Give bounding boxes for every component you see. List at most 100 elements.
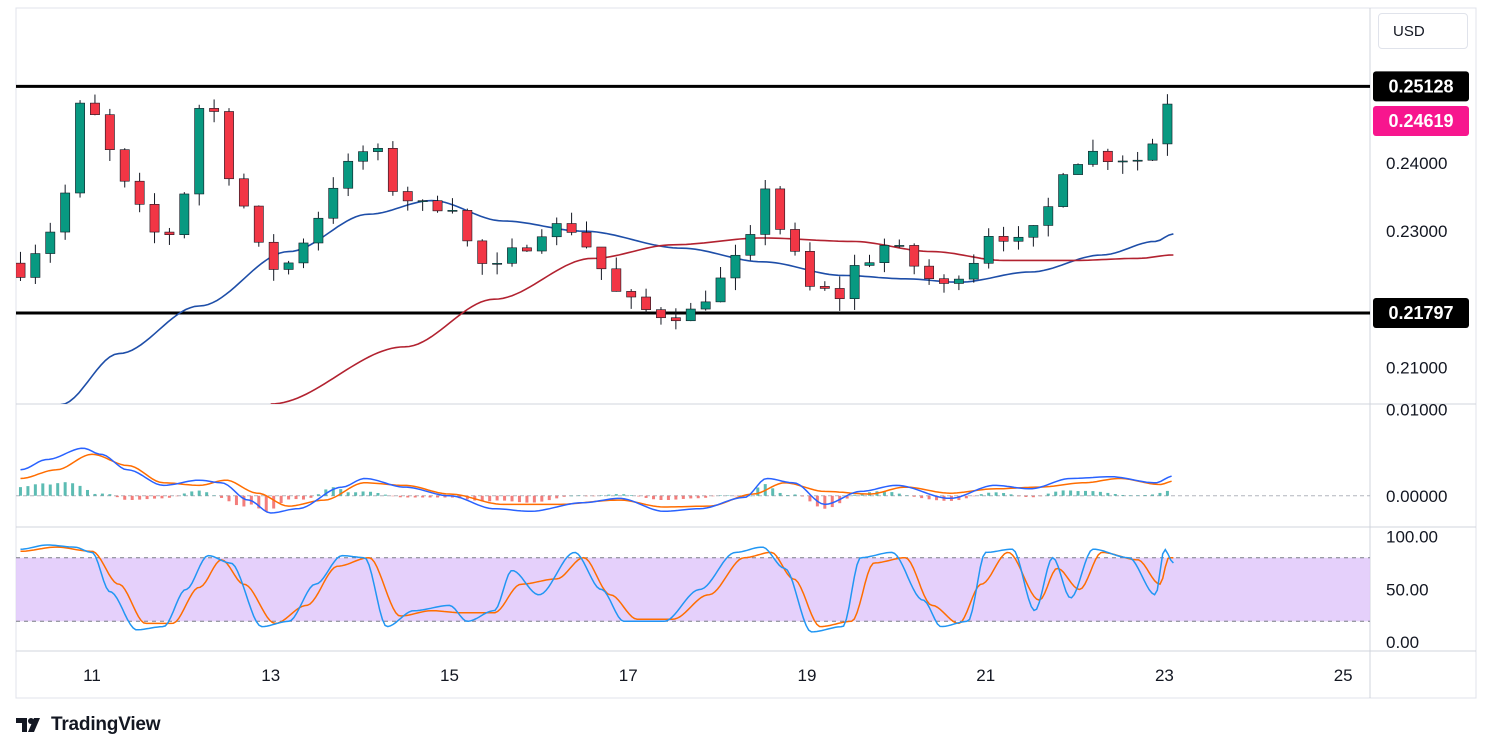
candle-up[interactable] xyxy=(1117,160,1128,163)
stoch-d-line[interactable] xyxy=(20,546,1174,628)
candle-down[interactable] xyxy=(209,108,220,112)
candle-up[interactable] xyxy=(730,254,741,279)
macd-histogram-bar xyxy=(160,495,164,499)
candle-up[interactable] xyxy=(1162,103,1173,145)
candle-up[interactable] xyxy=(1073,164,1083,175)
candle-up[interactable] xyxy=(700,301,711,310)
macd-histogram-bar xyxy=(793,494,797,496)
candle-up[interactable] xyxy=(1058,174,1069,207)
candle-up[interactable] xyxy=(551,223,562,238)
candle-up[interactable] xyxy=(328,187,339,219)
candle-down[interactable] xyxy=(924,265,935,279)
candle-down[interactable] xyxy=(521,247,532,252)
candle-up[interactable] xyxy=(536,236,547,252)
candle-down[interactable] xyxy=(834,288,845,300)
candle-down[interactable] xyxy=(402,191,413,202)
candle-down[interactable] xyxy=(432,200,443,212)
candle-up[interactable] xyxy=(492,263,503,265)
candle-up[interactable] xyxy=(968,262,979,280)
candle-down[interactable] xyxy=(596,246,607,270)
candle-up[interactable] xyxy=(983,236,994,264)
macd-histogram-bar xyxy=(182,493,186,496)
candle-down[interactable] xyxy=(224,111,234,180)
candle-down[interactable] xyxy=(611,268,622,292)
macd-pane[interactable] xyxy=(16,447,1370,514)
candle-down[interactable] xyxy=(387,148,398,192)
macd-histogram-bar xyxy=(681,495,685,499)
chart-frame xyxy=(15,7,1477,699)
candle-down[interactable] xyxy=(909,245,920,267)
macd-histogram-bar xyxy=(443,495,447,498)
candle-up[interactable] xyxy=(313,217,324,244)
candle-up[interactable] xyxy=(373,148,383,152)
candle-down[interactable] xyxy=(790,229,800,252)
price-tick-label: 0.23000 xyxy=(1386,222,1447,241)
candle-down[interactable] xyxy=(939,278,949,284)
candle-down[interactable] xyxy=(477,240,488,264)
candle-up[interactable] xyxy=(1043,206,1054,226)
candle-up[interactable] xyxy=(894,245,905,247)
stoch-k-line[interactable] xyxy=(20,544,1174,633)
candle-up[interactable] xyxy=(45,231,56,254)
candle-up[interactable] xyxy=(194,108,205,195)
candle-up[interactable] xyxy=(298,242,309,264)
candle-up[interactable] xyxy=(343,160,354,189)
candle-up[interactable] xyxy=(1132,159,1143,162)
candle-up[interactable] xyxy=(953,278,964,284)
candle-up[interactable] xyxy=(849,265,860,300)
candle-down[interactable] xyxy=(16,262,26,278)
time-tick-label: 11 xyxy=(83,666,101,685)
candle-down[interactable] xyxy=(1102,150,1113,163)
macd-line[interactable] xyxy=(20,447,1172,514)
candle-up[interactable] xyxy=(1088,150,1098,165)
candle-down[interactable] xyxy=(670,317,681,322)
candle-down[interactable] xyxy=(819,286,830,289)
candle-down[interactable] xyxy=(998,236,1009,242)
candle-up[interactable] xyxy=(417,200,428,202)
currency-selector[interactable]: USD xyxy=(1378,13,1468,49)
candle-up[interactable] xyxy=(715,277,726,303)
moving-average-line-2[interactable] xyxy=(270,237,1174,404)
candle-up[interactable] xyxy=(30,253,41,278)
stoch-rsi-pane[interactable] xyxy=(16,544,1370,633)
candle-down[interactable] xyxy=(641,296,651,310)
candle-down[interactable] xyxy=(775,188,786,230)
candle-up[interactable] xyxy=(864,262,875,266)
candle-down[interactable] xyxy=(149,204,160,233)
macd-histogram-bar xyxy=(234,495,238,506)
candle-up[interactable] xyxy=(60,192,71,233)
candle-up[interactable] xyxy=(745,234,756,256)
time-tick-label: 13 xyxy=(261,666,280,685)
candle-up[interactable] xyxy=(179,193,190,235)
candle-down[interactable] xyxy=(268,241,279,270)
candle-down[interactable] xyxy=(656,309,666,319)
candle-down[interactable] xyxy=(253,205,264,243)
candle-down[interactable] xyxy=(104,114,115,150)
candle-down[interactable] xyxy=(119,149,130,182)
candle-up[interactable] xyxy=(75,102,85,194)
candle-down[interactable] xyxy=(164,231,175,235)
moving-average-line-1[interactable] xyxy=(60,199,1174,405)
price-pane[interactable] xyxy=(16,84,1370,405)
candle-up[interactable] xyxy=(1147,143,1158,161)
candle-down[interactable] xyxy=(238,178,249,207)
candle-down[interactable] xyxy=(581,232,592,248)
candle-down[interactable] xyxy=(134,180,145,205)
candle-up[interactable] xyxy=(1013,236,1024,242)
candle-down[interactable] xyxy=(805,251,815,287)
candle-up[interactable] xyxy=(507,247,517,264)
candle-down[interactable] xyxy=(566,223,577,233)
tradingview-logo[interactable]: TradingView xyxy=(16,714,161,736)
candle-up[interactable] xyxy=(358,151,368,162)
candle-down[interactable] xyxy=(626,291,637,298)
candle-up[interactable] xyxy=(283,262,294,270)
macd-histogram-bar xyxy=(540,495,544,502)
candle-up[interactable] xyxy=(879,245,890,263)
candle-up[interactable] xyxy=(1028,225,1039,238)
macd-histogram-bar xyxy=(301,495,305,500)
candle-up[interactable] xyxy=(685,308,696,322)
candle-down[interactable] xyxy=(90,102,100,115)
candle-up[interactable] xyxy=(447,210,458,212)
candle-down[interactable] xyxy=(462,210,473,242)
candle-up[interactable] xyxy=(760,188,771,235)
